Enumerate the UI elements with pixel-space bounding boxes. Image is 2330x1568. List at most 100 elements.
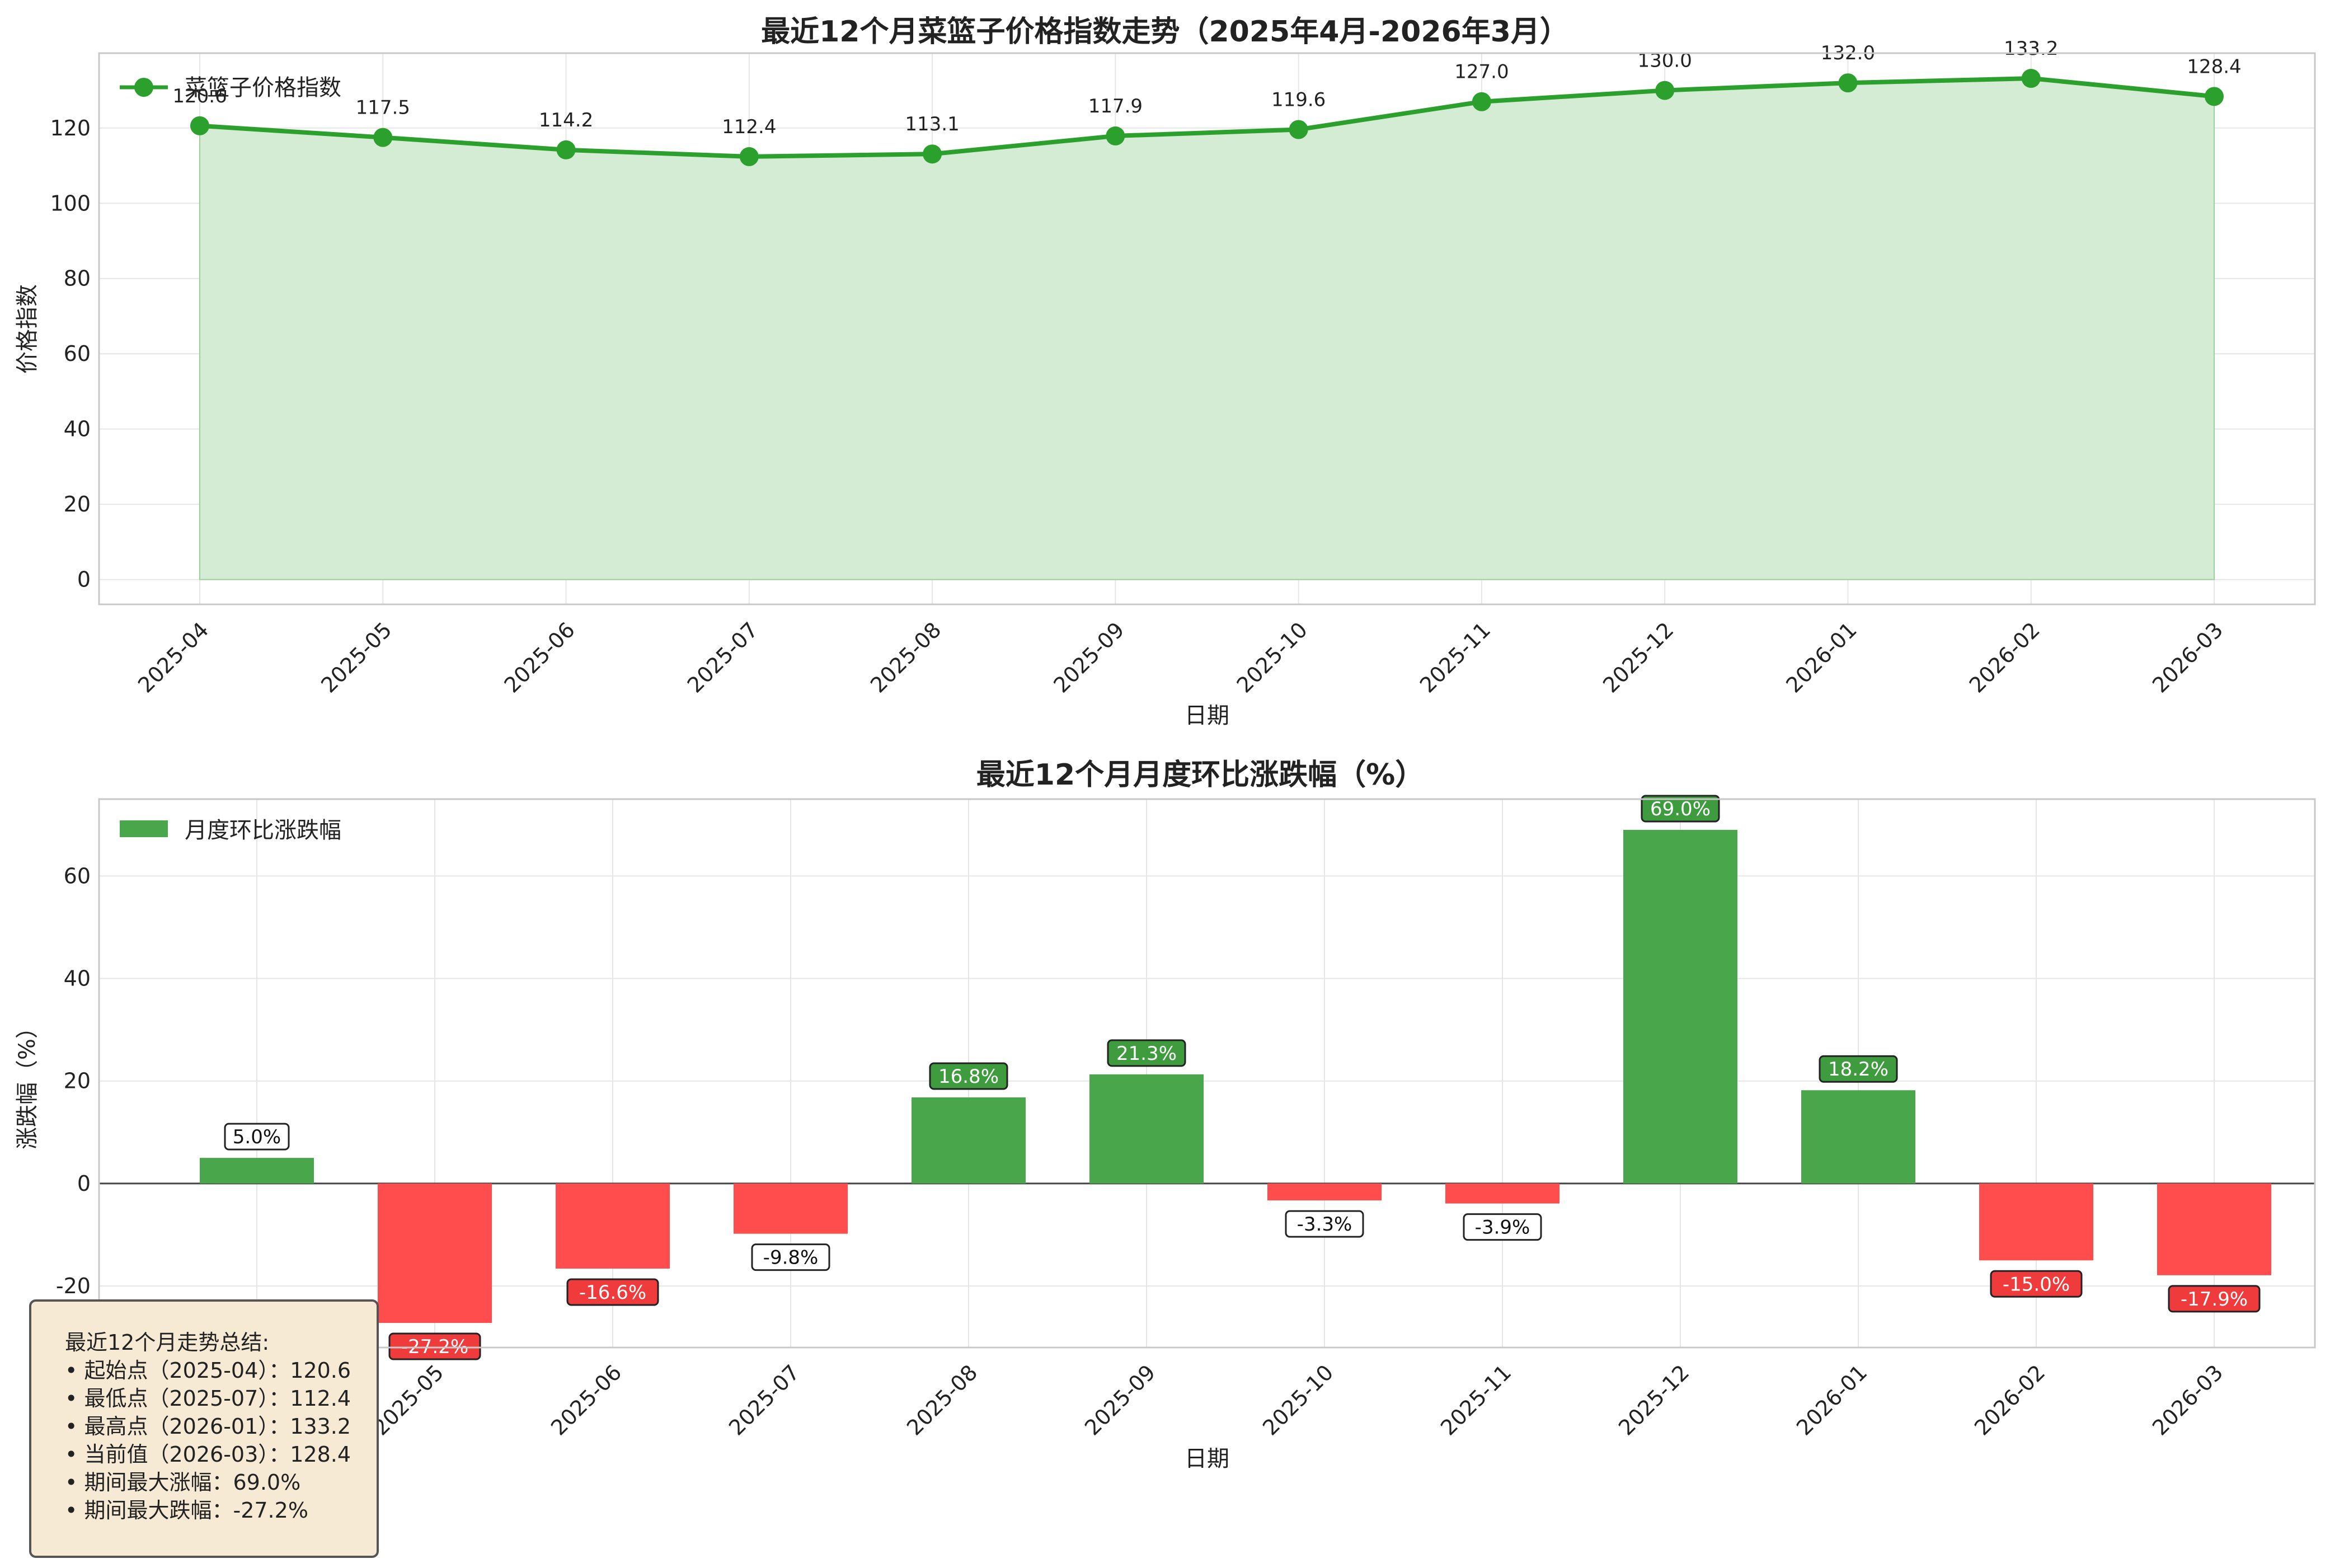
bar-data-label: -27.2% <box>388 1332 481 1360</box>
bar <box>1979 1183 2093 1261</box>
data-label: 120.6 <box>172 85 227 107</box>
data-point <box>373 128 393 147</box>
bar-data-label: -17.9% <box>2168 1285 2261 1313</box>
bar-data-label-text: -15.0% <box>2003 1273 2070 1295</box>
data-label: 119.6 <box>1271 88 1326 111</box>
y-tick-label: 120 <box>50 116 91 140</box>
x-tick-label: 2026-03 <box>2148 617 2228 697</box>
bar-data-label: 5.0% <box>224 1123 290 1151</box>
x-tick-label: 2025-07 <box>683 617 763 697</box>
bar-data-label: -9.8% <box>751 1243 830 1271</box>
data-point <box>1289 120 1308 139</box>
bar-data-label-text: -3.9% <box>1475 1217 1530 1239</box>
data-label: 128.4 <box>2187 55 2241 78</box>
y-tick-label: 0 <box>77 1171 91 1196</box>
x-tick-label: 2025-06 <box>546 1360 626 1440</box>
x-tick-label: 2025-07 <box>724 1360 804 1440</box>
data-point <box>2205 87 2224 106</box>
bar-data-label-text: 18.2% <box>1828 1058 1889 1081</box>
bottom-bars <box>200 829 2271 1323</box>
top-data-labels: 120.6 117.5 114.2 112.4 113.1 117.9 119.6 127.0… <box>172 37 2241 138</box>
bar-data-label-box <box>1463 1213 1542 1241</box>
bar-data-label-text: -16.6% <box>579 1281 646 1304</box>
bar <box>1445 1183 1559 1204</box>
summary-line: • 最高点（2026-01）：133.2 <box>65 1414 351 1439</box>
x-tick-label: 2026-03 <box>2148 1360 2228 1440</box>
data-label: 133.2 <box>2004 37 2058 60</box>
summary-line: • 最低点（2025-07）：112.4 <box>65 1386 351 1411</box>
x-tick-label: 2025-12 <box>1614 1360 1694 1440</box>
y-tick-label: 80 <box>64 266 91 291</box>
top-chart-title: 最近12个月菜篮子价格指数走势（2025年4月-2026年3月） <box>761 15 1569 49</box>
x-tick-label: 2025-11 <box>1436 1360 1516 1440</box>
x-tick-label: 2025-10 <box>1258 1360 1338 1440</box>
y-tick-label: 60 <box>64 341 91 366</box>
bar-data-label-text: -3.3% <box>1297 1213 1352 1236</box>
y-tick-label: 20 <box>64 1069 91 1093</box>
bar-data-label: 21.3% <box>1107 1039 1186 1067</box>
data-label: 112.4 <box>722 116 776 138</box>
bar-data-label-box <box>2168 1285 2261 1313</box>
x-tick-label: 2025-10 <box>1232 617 1312 697</box>
top-x-ticks: 2025-04 2025-05 2025-06 2025-07 2025-08 2025-… <box>133 617 2228 697</box>
bar-data-label: 69.0% <box>1641 795 1720 823</box>
bar-data-label-box <box>1285 1210 1364 1238</box>
bar <box>378 1183 492 1323</box>
bar-data-label-box <box>1819 1055 1898 1083</box>
bar-data-label: 16.8% <box>929 1062 1008 1090</box>
bar-data-label-text: -17.9% <box>2181 1288 2248 1311</box>
bar-data-label-box <box>1107 1039 1186 1067</box>
bar-data-label-box <box>566 1278 659 1306</box>
bar-data-label: -15.0% <box>1990 1270 2083 1298</box>
summary-title: 最近12个月走势总结: <box>65 1330 270 1355</box>
data-point <box>1106 126 1125 145</box>
top-x-axis-label: 日期 <box>1185 703 1229 729</box>
bottom-legend: 月度环比涨跌幅 <box>120 818 341 843</box>
bar-data-label-box <box>1641 795 1720 823</box>
bar <box>1623 829 1737 1184</box>
data-label: 113.1 <box>905 113 959 135</box>
top-y-axis-label: 价格指数 <box>15 284 40 374</box>
bar-data-label-text: 69.0% <box>1650 798 1711 820</box>
top-area-fill <box>199 78 2215 580</box>
bottom-y-axis-label: 涨跌幅（%） <box>15 1016 40 1149</box>
data-point <box>2021 69 2041 88</box>
bar <box>912 1097 1026 1184</box>
y-tick-label: 60 <box>64 863 91 888</box>
y-tick-label: 100 <box>50 191 91 215</box>
bar-data-label-text: 5.0% <box>233 1126 281 1148</box>
x-tick-label: 2025-09 <box>1049 617 1129 697</box>
y-tick-label: 20 <box>64 492 91 517</box>
data-label: 117.5 <box>356 97 410 119</box>
summary-line: • 期间最大跌幅：-27.2% <box>65 1498 308 1523</box>
summary-line: • 期间最大涨幅：69.0% <box>65 1470 301 1495</box>
y-tick-label: 0 <box>77 567 91 592</box>
data-label: 127.0 <box>1454 61 1509 83</box>
bar-data-label: -3.3% <box>1285 1210 1364 1238</box>
top-series-line <box>199 76 2215 159</box>
bar-data-label-box <box>388 1332 481 1360</box>
x-tick-label: 2025-06 <box>500 617 580 697</box>
top-legend: 菜篮子价格指数 <box>120 75 341 101</box>
bar <box>2157 1183 2271 1275</box>
bar-data-label-box <box>224 1123 290 1151</box>
data-point <box>739 147 759 166</box>
data-label: 114.2 <box>539 109 593 132</box>
data-point <box>923 144 942 164</box>
bottom-x-ticks: 2025-042025-052025-062025-072025-082025-… <box>190 1360 2228 1440</box>
x-tick-label: 2025-12 <box>1598 617 1678 697</box>
bar <box>1267 1183 1382 1201</box>
data-point <box>556 140 576 159</box>
bar-data-label-box <box>751 1243 830 1271</box>
bar-data-label-text: 16.8% <box>938 1065 999 1088</box>
summary-box: 最近12个月走势总结: • 起始点（2025-04）：120.6 • 最低点（2… <box>29 1299 379 1558</box>
top-legend-marker <box>134 78 153 97</box>
y-tick-label: 40 <box>64 966 91 991</box>
x-tick-label: 2026-02 <box>1970 1360 2050 1440</box>
data-label: 117.9 <box>1088 95 1143 118</box>
x-tick-label: 2025-04 <box>133 617 213 697</box>
x-tick-label: 2025-11 <box>1415 617 1495 697</box>
y-tick-label: 40 <box>64 417 91 442</box>
top-legend-label: 菜篮子价格指数 <box>185 75 341 101</box>
